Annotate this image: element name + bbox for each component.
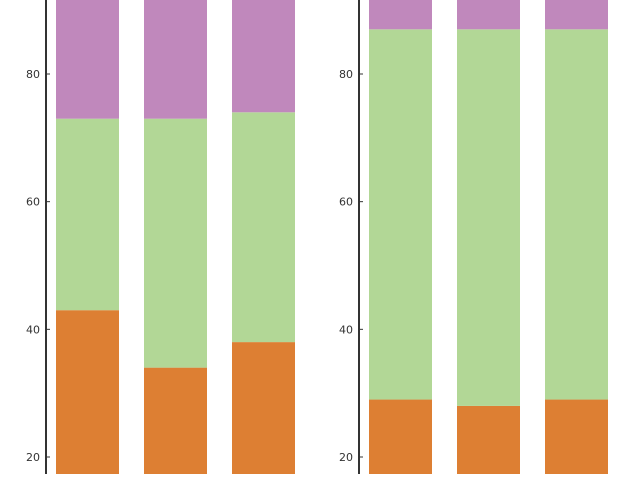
- y-tick-label: 20: [339, 451, 353, 464]
- bar-segment-p2-c1-s1: [369, 399, 432, 474]
- bar-segment-p1-c3-s3: [232, 0, 295, 113]
- y-tick-label: 20: [26, 451, 40, 464]
- chart-panel-1: 20 40 60 80: [26, 0, 295, 474]
- bar-segment-p1-c2-s2: [144, 118, 207, 368]
- bar-segment-p2-c2-s1: [457, 405, 520, 474]
- bar-segment-p2-c2-s2: [457, 29, 520, 406]
- bar-segment-p1-c2-s3: [144, 0, 207, 119]
- y-tick-label: 60: [26, 196, 40, 209]
- chart-panel-2: 20 40 60 80: [339, 0, 608, 474]
- bar-segment-p1-c1-s3: [56, 0, 119, 119]
- bar-segment-p2-c2-s3: [457, 0, 520, 30]
- y-tick-label: 60: [339, 196, 353, 209]
- bar-segment-p1-c2-s1: [144, 367, 207, 474]
- bar-segment-p2-c3-s2: [545, 29, 608, 400]
- bar-segment-p2-c3-s3: [545, 0, 608, 30]
- bar-segment-p2-c3-s1: [545, 399, 608, 474]
- bar-segment-p1-c1-s1: [56, 310, 119, 474]
- y-tick-label: 40: [26, 323, 40, 336]
- bar-segment-p1-c1-s2: [56, 118, 119, 311]
- y-tick-label: 80: [26, 68, 40, 81]
- bar-segment-p1-c3-s2: [232, 112, 295, 343]
- bar-segment-p1-c3-s1: [232, 342, 295, 474]
- y-tick-label: 40: [339, 323, 353, 336]
- y-tick-label: 80: [339, 68, 353, 81]
- bar-segment-p2-c1-s3: [369, 0, 432, 30]
- bar-segment-p2-c1-s2: [369, 29, 432, 400]
